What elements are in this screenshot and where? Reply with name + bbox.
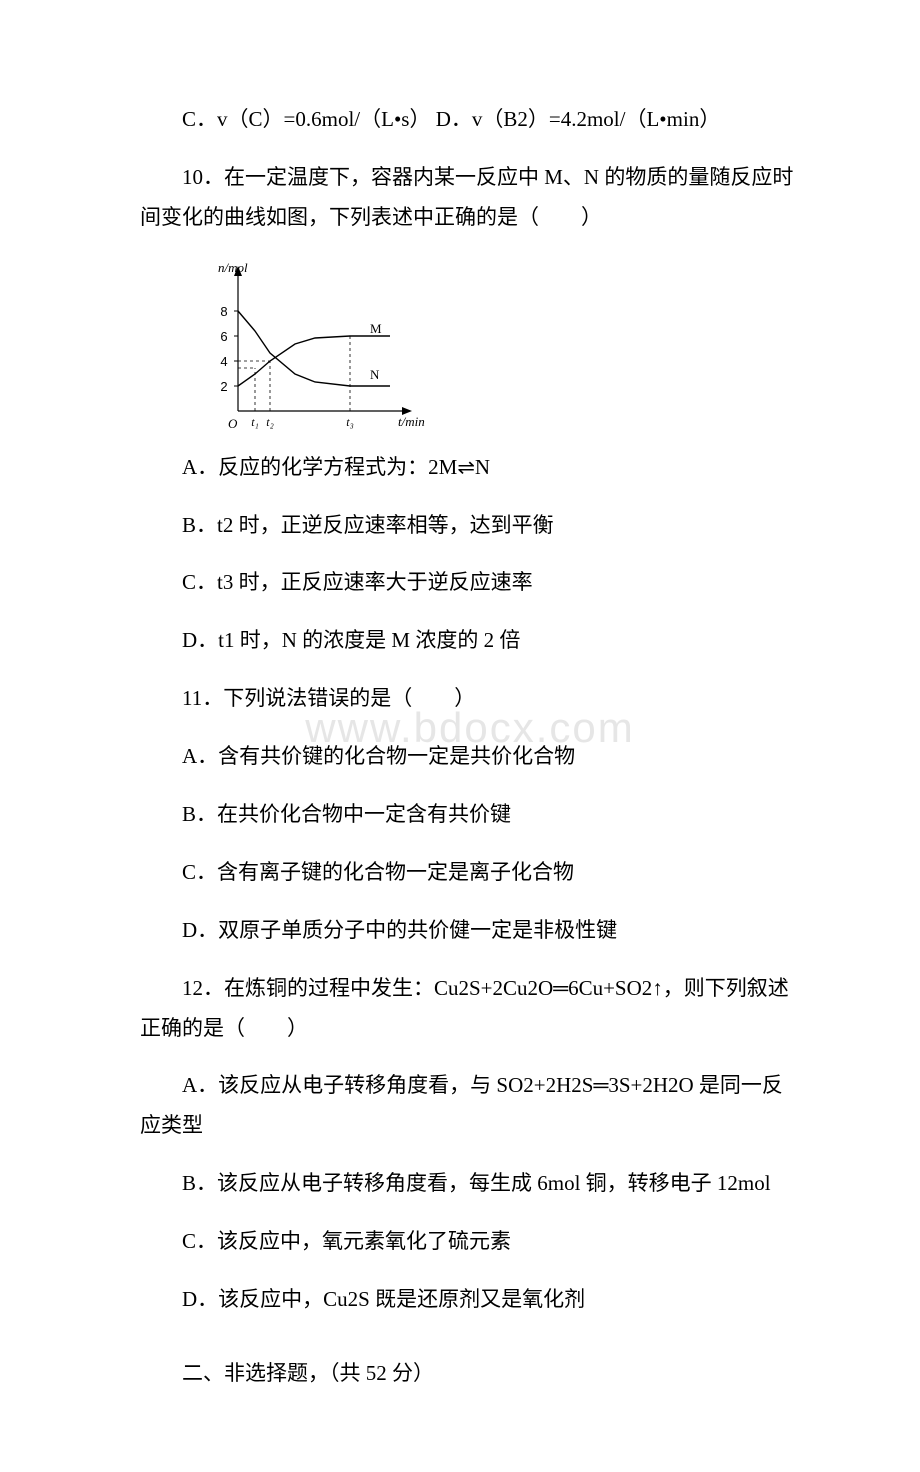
- svg-text:8: 8: [220, 304, 227, 319]
- q12-option-b: B．该反应从电子转移角度看，每生成 6mol 铜，转移电子 12mol: [140, 1164, 800, 1204]
- svg-text:4: 4: [220, 354, 227, 369]
- q10-stem: 10．在一定温度下，容器内某一反应中 M、N 的物质的量随反应时间变化的曲线如图…: [140, 158, 800, 238]
- svg-text:t₁: t₁: [251, 415, 259, 429]
- q11-option-c: C．含有离子键的化合物一定是离子化合物: [140, 853, 800, 893]
- q12-option-a: A．该反应从电子转移角度看，与 SO2+2H2S═3S+2H2O 是同一反应类型: [140, 1066, 800, 1146]
- q12-option-c: C．该反应中，氧元素氧化了硫元素: [140, 1222, 800, 1262]
- section-2-heading: 二、非选择题，（共 52 分）: [140, 1354, 800, 1394]
- q12-option-d: D．该反应中，Cu2S 既是还原剂又是氧化剂: [140, 1280, 800, 1320]
- svg-text:t₃: t₃: [346, 415, 354, 429]
- svg-text:6: 6: [220, 329, 227, 344]
- q11-option-d: D．双原子单质分子中的共价健一定是非极性键: [140, 911, 800, 951]
- q9-option-cd: C．v（C）=0.6mol/（L•s） D．v（B2）=4.2mol/（L•mi…: [140, 100, 800, 140]
- svg-text:n/mol: n/mol: [218, 260, 248, 275]
- q11-option-b: B．在共价化合物中一定含有共价键: [140, 795, 800, 835]
- q10-graph: 2 4 6 8 t₁ t₂ t₃ M Nn/mol t/min O: [200, 256, 800, 436]
- q10-option-a: A．反应的化学方程式为：2M⇌N: [140, 448, 800, 488]
- svg-text:2: 2: [220, 379, 227, 394]
- q12-stem: 12．在炼铜的过程中发生：Cu2S+2Cu2O═6Cu+SO2↑，则下列叙述正确…: [140, 969, 800, 1049]
- q11-option-a: A．含有共价键的化合物一定是共价化合物: [140, 737, 800, 777]
- q10-option-d: D．t1 时，N 的浓度是 M 浓度的 2 倍: [140, 621, 800, 661]
- svg-text:M: M: [370, 321, 382, 336]
- svg-text:t₂: t₂: [266, 415, 274, 429]
- svg-text:t/min: t/min: [398, 414, 425, 429]
- svg-text:N: N: [370, 367, 380, 382]
- q10-option-c: C．t3 时，正反应速率大于逆反应速率: [140, 563, 800, 603]
- q10-option-b: B．t2 时，正逆反应速率相等，达到平衡: [140, 506, 800, 546]
- q11-stem: 11．下列说法错误的是（ ）: [140, 679, 800, 719]
- svg-text:O: O: [228, 416, 238, 431]
